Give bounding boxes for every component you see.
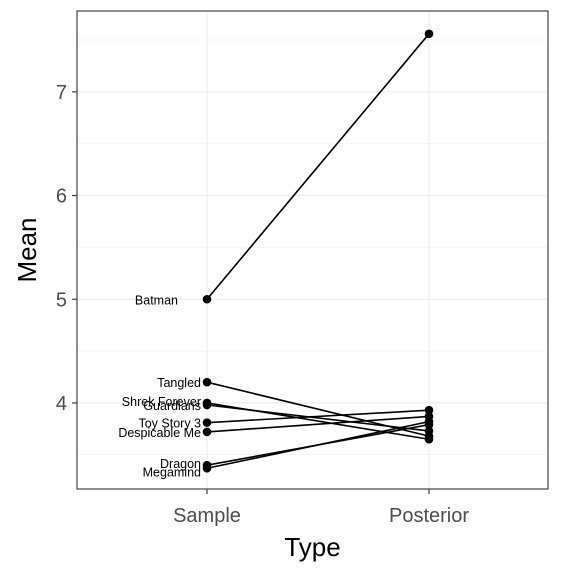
point-label: Guardians	[143, 399, 201, 413]
point-label: Toy Story 3	[138, 417, 201, 431]
series-line	[206, 420, 430, 470]
data-point	[424, 434, 434, 444]
data-point	[202, 427, 212, 437]
y-tick-label: 5	[56, 289, 67, 311]
data-point	[202, 463, 212, 473]
grid	[77, 11, 548, 489]
data-point	[202, 294, 212, 304]
plot-panel	[76, 10, 549, 490]
data-points	[202, 29, 434, 473]
series-line	[206, 33, 430, 300]
series-line	[206, 409, 430, 424]
data-point	[424, 405, 434, 415]
y-tick-label: 7	[56, 82, 67, 104]
series-line	[206, 415, 430, 433]
series-line	[206, 404, 430, 432]
point-label: Batman	[135, 293, 178, 307]
data-point	[424, 29, 434, 39]
data-point	[424, 417, 434, 426]
data-point	[424, 426, 434, 436]
data-point	[202, 377, 212, 387]
point-label: Tangled	[157, 376, 201, 390]
point-label: Dragon	[160, 457, 201, 471]
point-label: Megamind	[143, 465, 201, 479]
series-lines	[206, 33, 430, 470]
x-axis-title: Type	[284, 532, 340, 562]
y-tick-label: 4	[56, 393, 67, 415]
axes: 4 5 6 7 Sample Posterior	[56, 82, 469, 527]
data-point	[202, 400, 212, 410]
x-tick-label: Sample	[173, 505, 241, 527]
data-point	[202, 418, 212, 427]
point-label: Despicable Me	[118, 426, 201, 440]
point-label: Shrek Forever	[122, 395, 201, 409]
y-tick-label: 6	[56, 186, 67, 208]
x-tick-label: Posterior	[389, 505, 469, 527]
y-axis-title: Mean	[12, 217, 42, 282]
